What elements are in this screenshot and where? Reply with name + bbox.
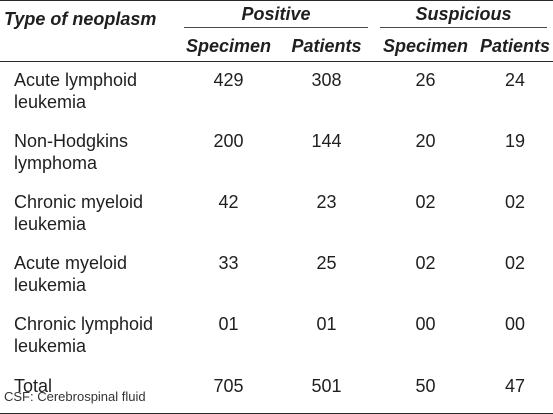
table-row: Non-Hodgkins lymphoma 200 144 20 19: [0, 123, 553, 184]
cell-suspicious-specimen: 02: [415, 253, 436, 273]
type-of-neoplasm-header: Type of neoplasm: [4, 9, 157, 29]
cell-positive-specimen: 42: [218, 192, 239, 212]
cell-suspicious-specimen: 50: [415, 376, 436, 396]
cell-suspicious-specimen: 02: [415, 192, 436, 212]
cell-suspicious-patients: 02: [504, 253, 526, 273]
positive-group-label: Positive: [241, 4, 311, 24]
positive-group-header: Positive: [178, 1, 374, 32]
suspicious-group-label: Suspicious: [415, 4, 512, 24]
positive-patients-header: Patients: [291, 35, 362, 56]
header-row-subheaders: Specimen Patients Specimen Patients: [0, 31, 553, 62]
row-label: Acute myeloid leukemia: [14, 253, 128, 295]
cell-positive-specimen: 200: [213, 131, 244, 151]
table-row: Chronic myeloid leukemia 42 23 02 02: [0, 184, 553, 245]
cell-suspicious-patients: 47: [504, 376, 526, 396]
positive-group-rule: [184, 27, 368, 28]
cell-suspicious-patients: 24: [504, 70, 526, 90]
row-label: Chronic myeloid leukemia: [14, 192, 144, 234]
header-row-groups: Type of neoplasm Positive Suspicious: [0, 0, 553, 32]
row-label: Total: [14, 376, 53, 396]
suspicious-group-rule: [380, 27, 547, 28]
cell-positive-patients: 01: [316, 314, 337, 334]
table-header: Type of neoplasm Positive Suspicious Spe…: [0, 0, 553, 62]
cell-suspicious-patients: 02: [504, 192, 526, 212]
cell-positive-patients: 501: [311, 376, 342, 396]
cell-suspicious-specimen: 00: [415, 314, 436, 334]
positive-specimen-header: Specimen: [185, 35, 272, 56]
row-label: Non-Hodgkins lymphoma: [14, 131, 129, 173]
cell-suspicious-patients: 19: [504, 131, 526, 151]
footnote: CSF: Cerebrospinal fluid: [4, 389, 146, 404]
total-row: Total 705 501 50 47: [0, 367, 553, 414]
cell-positive-patients: 23: [316, 192, 337, 212]
cell-positive-patients: 25: [316, 253, 337, 273]
cell-suspicious-specimen: 20: [415, 131, 436, 151]
suspicious-patients-header: Patients: [479, 35, 551, 56]
row-label: Chronic lymphoid leukemia: [14, 314, 154, 356]
table-row: Chronic lymphoid leukemia 01 01 00 00: [0, 306, 553, 367]
cell-positive-patients: 308: [311, 70, 342, 90]
table-row: Acute myeloid leukemia 33 25 02 02: [0, 245, 553, 306]
cell-positive-specimen: 01: [218, 314, 239, 334]
suspicious-specimen-header: Specimen: [382, 35, 469, 56]
row-label: Acute lymphoid leukemia: [14, 70, 138, 112]
table-body: Acute lymphoid leukemia 429 308 26 24 No…: [0, 62, 553, 414]
cell-positive-specimen: 705: [213, 376, 244, 396]
cell-positive-specimen: 33: [218, 253, 239, 273]
cell-suspicious-patients: 00: [504, 314, 526, 334]
cell-suspicious-specimen: 26: [415, 70, 436, 90]
cell-positive-patients: 144: [311, 131, 342, 151]
cell-positive-specimen: 429: [213, 70, 244, 90]
suspicious-group-header: Suspicious: [374, 1, 553, 32]
table-row: Acute lymphoid leukemia 429 308 26 24: [0, 62, 553, 124]
